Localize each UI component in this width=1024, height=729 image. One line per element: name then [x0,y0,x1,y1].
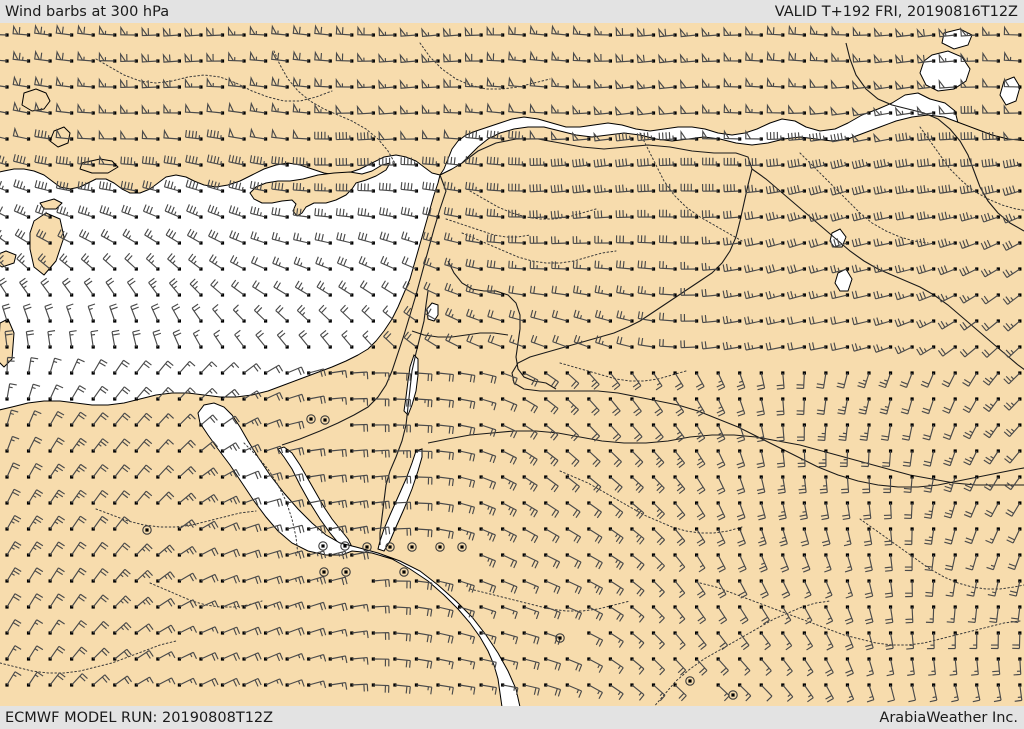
border-dotted-turkey-3 [419,42,551,90]
header-bar: Wind barbs at 300 hPa VALID T+192 FRI, 2… [0,0,1024,23]
border-dotted-saudi-3 [699,582,1021,646]
water-gulf-of-aqaba [377,448,423,552]
map-canvas[interactable] [0,23,1024,706]
basemap-geography [0,23,1024,706]
border-dotted-iraq-1 [639,132,743,242]
coastline-levant [281,174,447,446]
footer-bar: ECMWF MODEL RUN: 20190808T12Z ArabiaWeat… [0,706,1024,729]
border-dotted-saudi-1 [469,588,631,612]
page-title: Wind barbs at 300 hPa [5,3,170,20]
border-dotted-saudi-2 [653,600,831,706]
border-dotted-saudi-4 [859,518,1024,590]
border-turkey-syria [461,138,1024,488]
model-run-label: ECMWF MODEL RUN: 20190808T12Z [5,709,274,726]
border-dotted-turkey-1 [95,58,333,102]
provider-credit: ArabiaWeather Inc. [879,709,1018,726]
border-dotted-syria-2 [461,232,617,264]
valid-time-label: VALID T+192 FRI, 20190816T12Z [774,3,1018,20]
border-dotted-egypt-1 [243,442,299,556]
border-dotted-egypt-3 [0,640,177,674]
border-dotted-west-iraq [559,362,687,382]
border-north-iraq [751,168,1024,371]
